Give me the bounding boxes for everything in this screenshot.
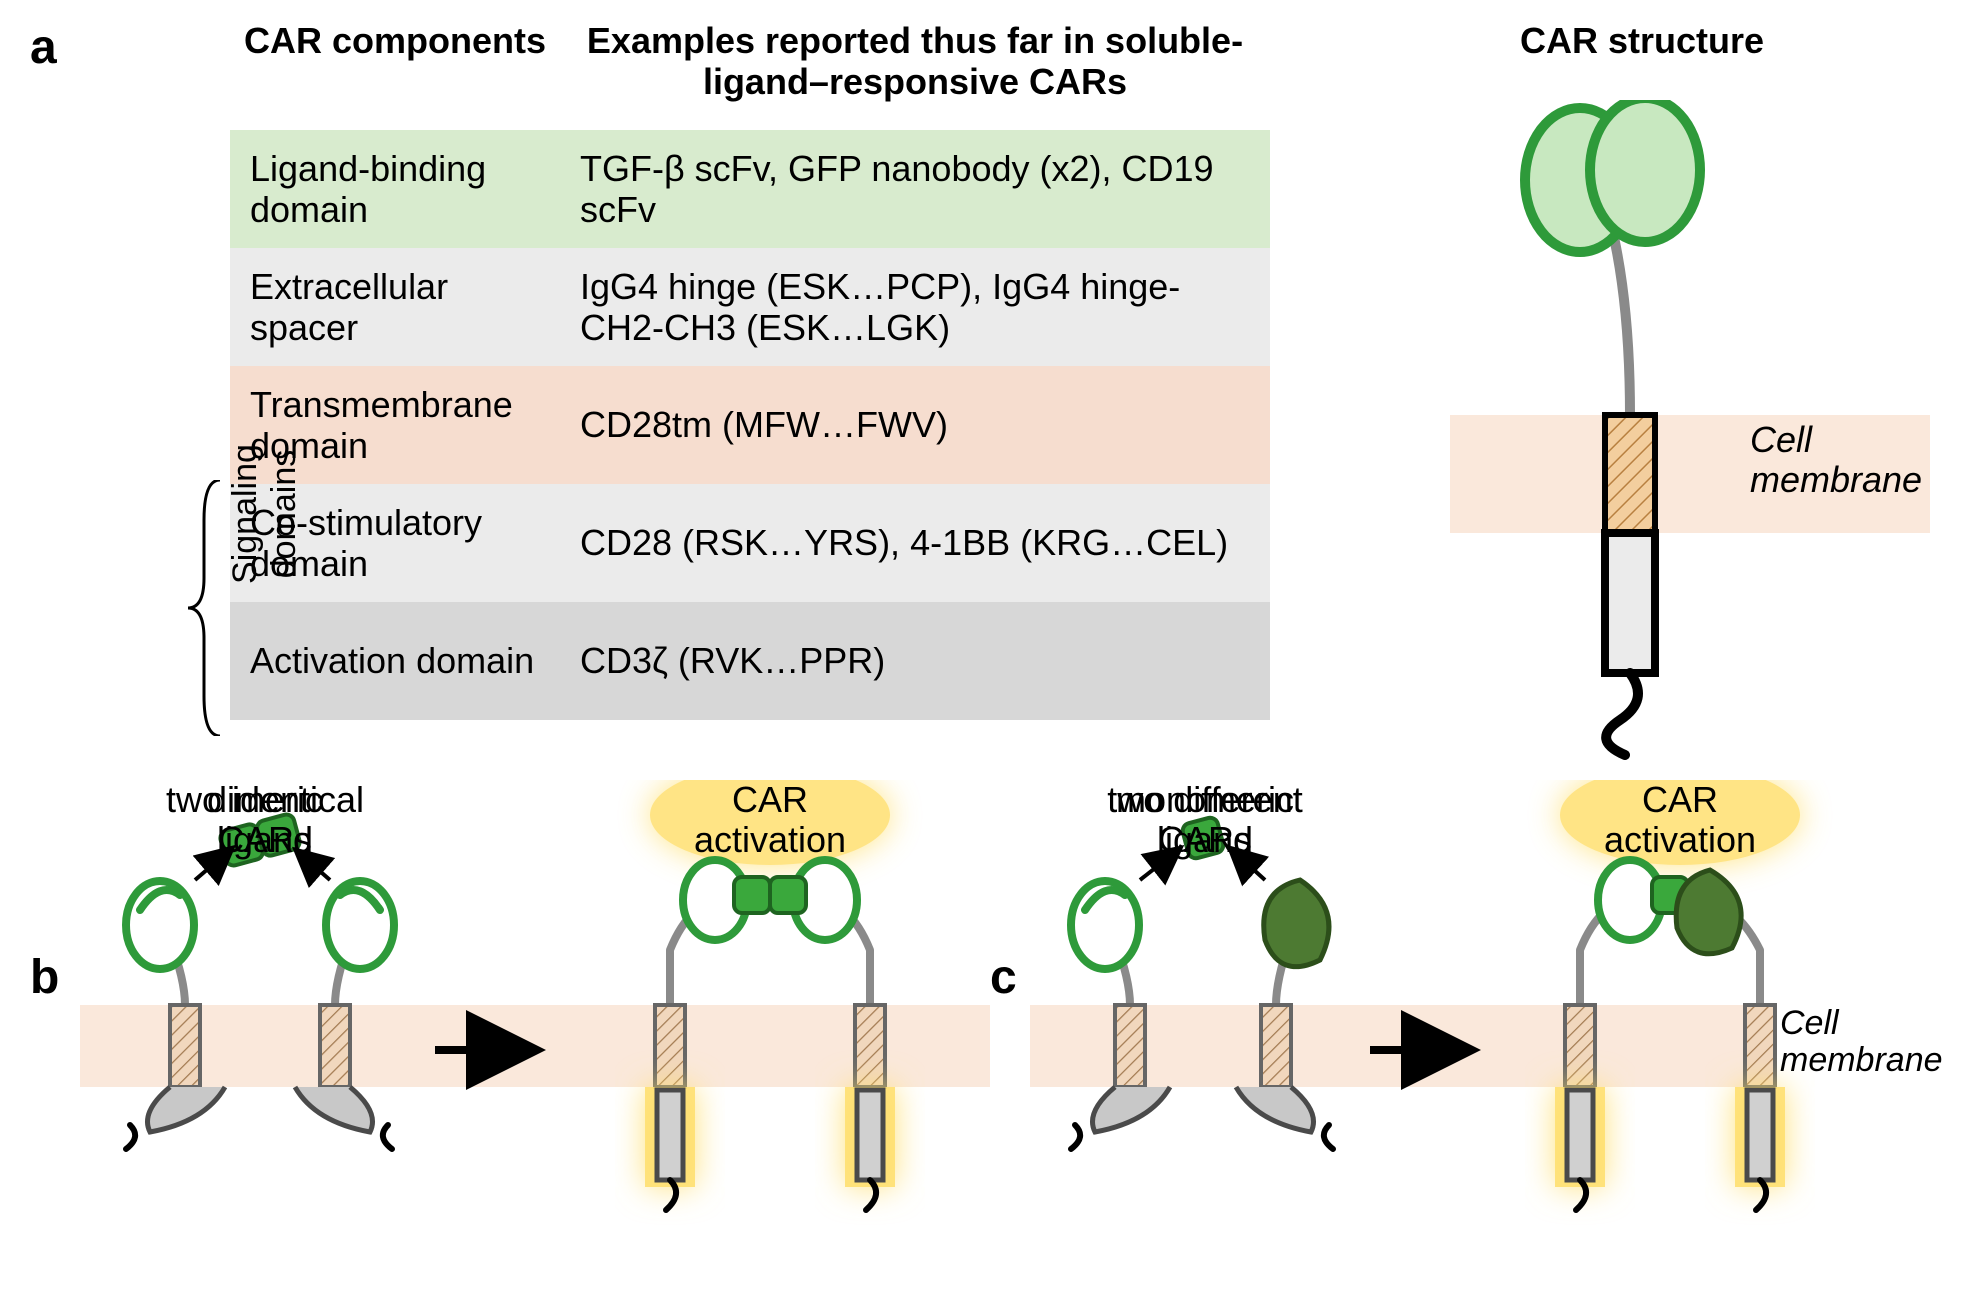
car-structure-diagram: Cell membrane <box>1450 100 1930 760</box>
header-components: CAR components <box>230 20 560 103</box>
component-examples: CD28tm (MFW…FWV) <box>560 392 1270 457</box>
cell-membrane-label: Cell membrane <box>1750 420 1930 499</box>
car-activation-label-c: CAR activation <box>1580 780 1780 859</box>
two-different-label: two different CARs <box>1085 780 1325 859</box>
table-row: Extracellular spacerIgG4 hinge (ESK…PCP)… <box>230 248 1270 366</box>
signaling-domains-label: Signaling domains <box>226 384 304 644</box>
component-examples: TGF-β scFv, GFP nanobody (x2), CD19 scFv <box>560 136 1270 243</box>
component-name: Extracellular spacer <box>230 254 560 361</box>
table-row: Transmembrane domainCD28tm (MFW…FWV) <box>230 366 1270 484</box>
component-examples: CD3ζ (RVK…PPR) <box>560 628 1270 693</box>
header-structure: CAR structure <box>1520 20 1764 62</box>
table-row: Activation domainCD3ζ (RVK…PPR) <box>230 602 1270 720</box>
component-examples: IgG4 hinge (ESK…PCP), IgG4 hinge-CH2-CH3… <box>560 254 1270 361</box>
car-activation-label-b: CAR activation <box>670 780 870 859</box>
panel-letter-a: a <box>30 20 57 75</box>
component-name: Ligand-binding domain <box>230 136 560 243</box>
table-row: Co-stimulatory domainCD28 (RSK…YRS), 4-1… <box>230 484 1270 602</box>
table-row: Ligand-binding domainTGF-β scFv, GFP nan… <box>230 130 1270 248</box>
components-table: Ligand-binding domainTGF-β scFv, GFP nan… <box>230 130 1270 720</box>
cell-membrane-label-bc: Cell membrane <box>1780 1005 1968 1080</box>
component-examples: CD28 (RSK…YRS), 4-1BB (KRG…CEL) <box>560 510 1270 575</box>
brace-icon <box>188 480 228 736</box>
header-examples: Examples reported thus far in soluble-li… <box>560 20 1270 103</box>
two-identical-label: two identical CARs <box>145 780 385 859</box>
table-headers: CAR components Examples reported thus fa… <box>230 20 1270 103</box>
